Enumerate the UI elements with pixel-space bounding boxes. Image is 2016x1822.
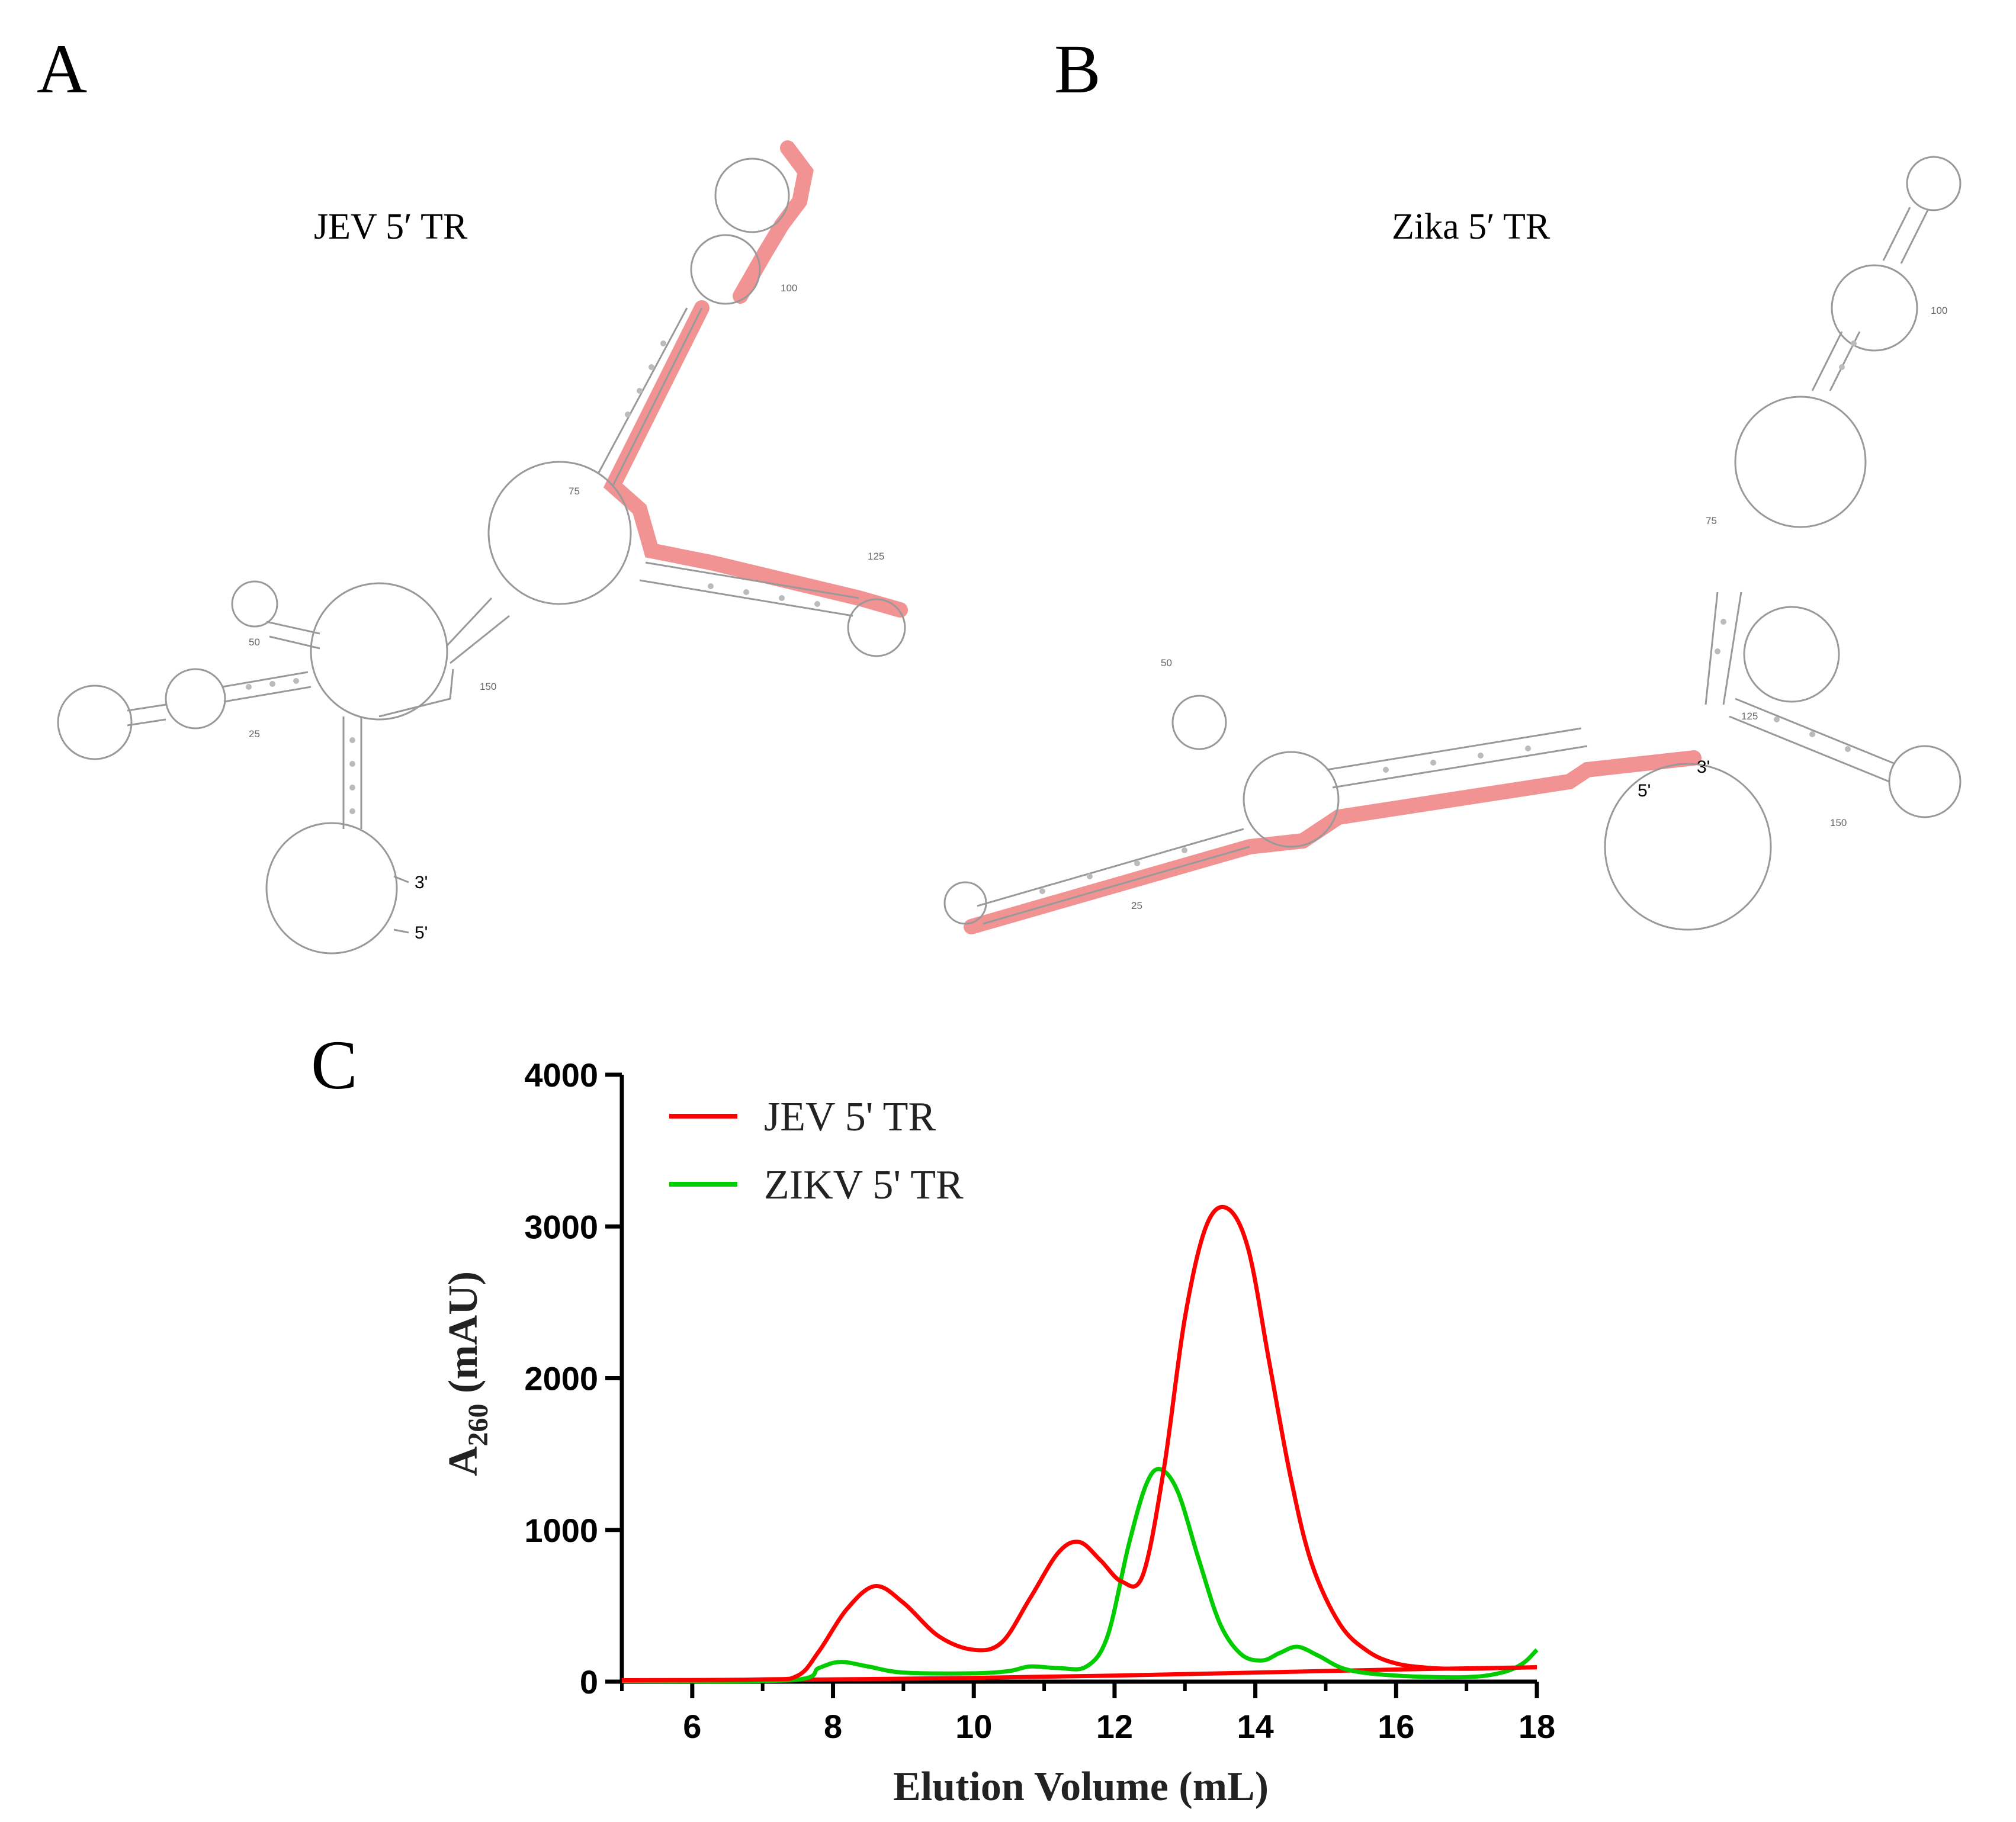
zika-number-75: 75 xyxy=(1706,515,1717,526)
chart-series xyxy=(621,1204,1539,1683)
y-tick-label: 2000 xyxy=(524,1360,598,1397)
x-tick-label: 6 xyxy=(683,1708,701,1745)
jev-highlight-loop xyxy=(733,140,814,304)
zika-end-5prime: 5' xyxy=(1638,781,1651,801)
jev-end-3prime: 3' xyxy=(415,873,428,892)
series-line-zikv xyxy=(621,1467,1539,1683)
x-tick-label: 14 xyxy=(1237,1708,1273,1745)
jev-number-100: 100 xyxy=(781,282,797,294)
panel-letter-a: A xyxy=(37,30,88,108)
zika-number-150: 150 xyxy=(1830,817,1847,828)
jev-number-150: 150 xyxy=(480,681,496,692)
x-tick-label: 12 xyxy=(1096,1708,1133,1745)
chart-axes: 0 1000 2000 3000 4000 6 8 10 12 14 16 18 xyxy=(524,1056,1555,1745)
panel-letter-b: B xyxy=(1054,30,1101,108)
chart-legend: JEV 5' TR ZIKV 5' TR xyxy=(669,1094,964,1208)
jev-number-50: 50 xyxy=(249,637,260,648)
panel-letter-c: C xyxy=(311,1026,358,1104)
zika-number-125: 125 xyxy=(1741,711,1758,722)
zika-end-3prime: 3' xyxy=(1697,757,1710,777)
zika-number-25: 25 xyxy=(1131,900,1142,911)
x-tick-label: 18 xyxy=(1519,1708,1555,1745)
zika-structure-title: Zika 5′ TR xyxy=(1392,207,1550,247)
jev-number-125: 125 xyxy=(868,551,884,562)
y-tick-label: 3000 xyxy=(524,1208,598,1245)
legend-label: JEV 5' TR xyxy=(764,1094,936,1140)
jev-end-5prime: 5' xyxy=(415,923,428,943)
x-axis-label: Elution Volume (mL) xyxy=(893,1764,1269,1810)
jev-number-25: 25 xyxy=(249,728,260,740)
y-axis-label-main: A xyxy=(441,1446,486,1476)
series-line-jev xyxy=(621,1204,1537,1682)
y-axis-label: A260 (mAU) xyxy=(441,1271,494,1476)
x-tick-label: 16 xyxy=(1378,1708,1414,1745)
y-axis-label-sub: 260 xyxy=(463,1403,494,1446)
x-tick-label: 8 xyxy=(824,1708,842,1745)
y-tick-label: 1000 xyxy=(524,1512,598,1549)
y-axis-label-unit: (mAU) xyxy=(441,1271,486,1404)
legend-label: ZIKV 5' TR xyxy=(764,1162,964,1208)
series-line-jev-baseline xyxy=(621,1665,1537,1683)
jev-structure-title: JEV 5′ TR xyxy=(314,207,468,247)
zika-number-100: 100 xyxy=(1931,305,1947,316)
y-tick-label: 4000 xyxy=(524,1056,598,1094)
x-tick-label: 10 xyxy=(955,1708,992,1745)
jev-number-75: 75 xyxy=(569,486,580,497)
zika-number-50: 50 xyxy=(1161,657,1172,669)
y-tick-label: 0 xyxy=(580,1663,598,1701)
